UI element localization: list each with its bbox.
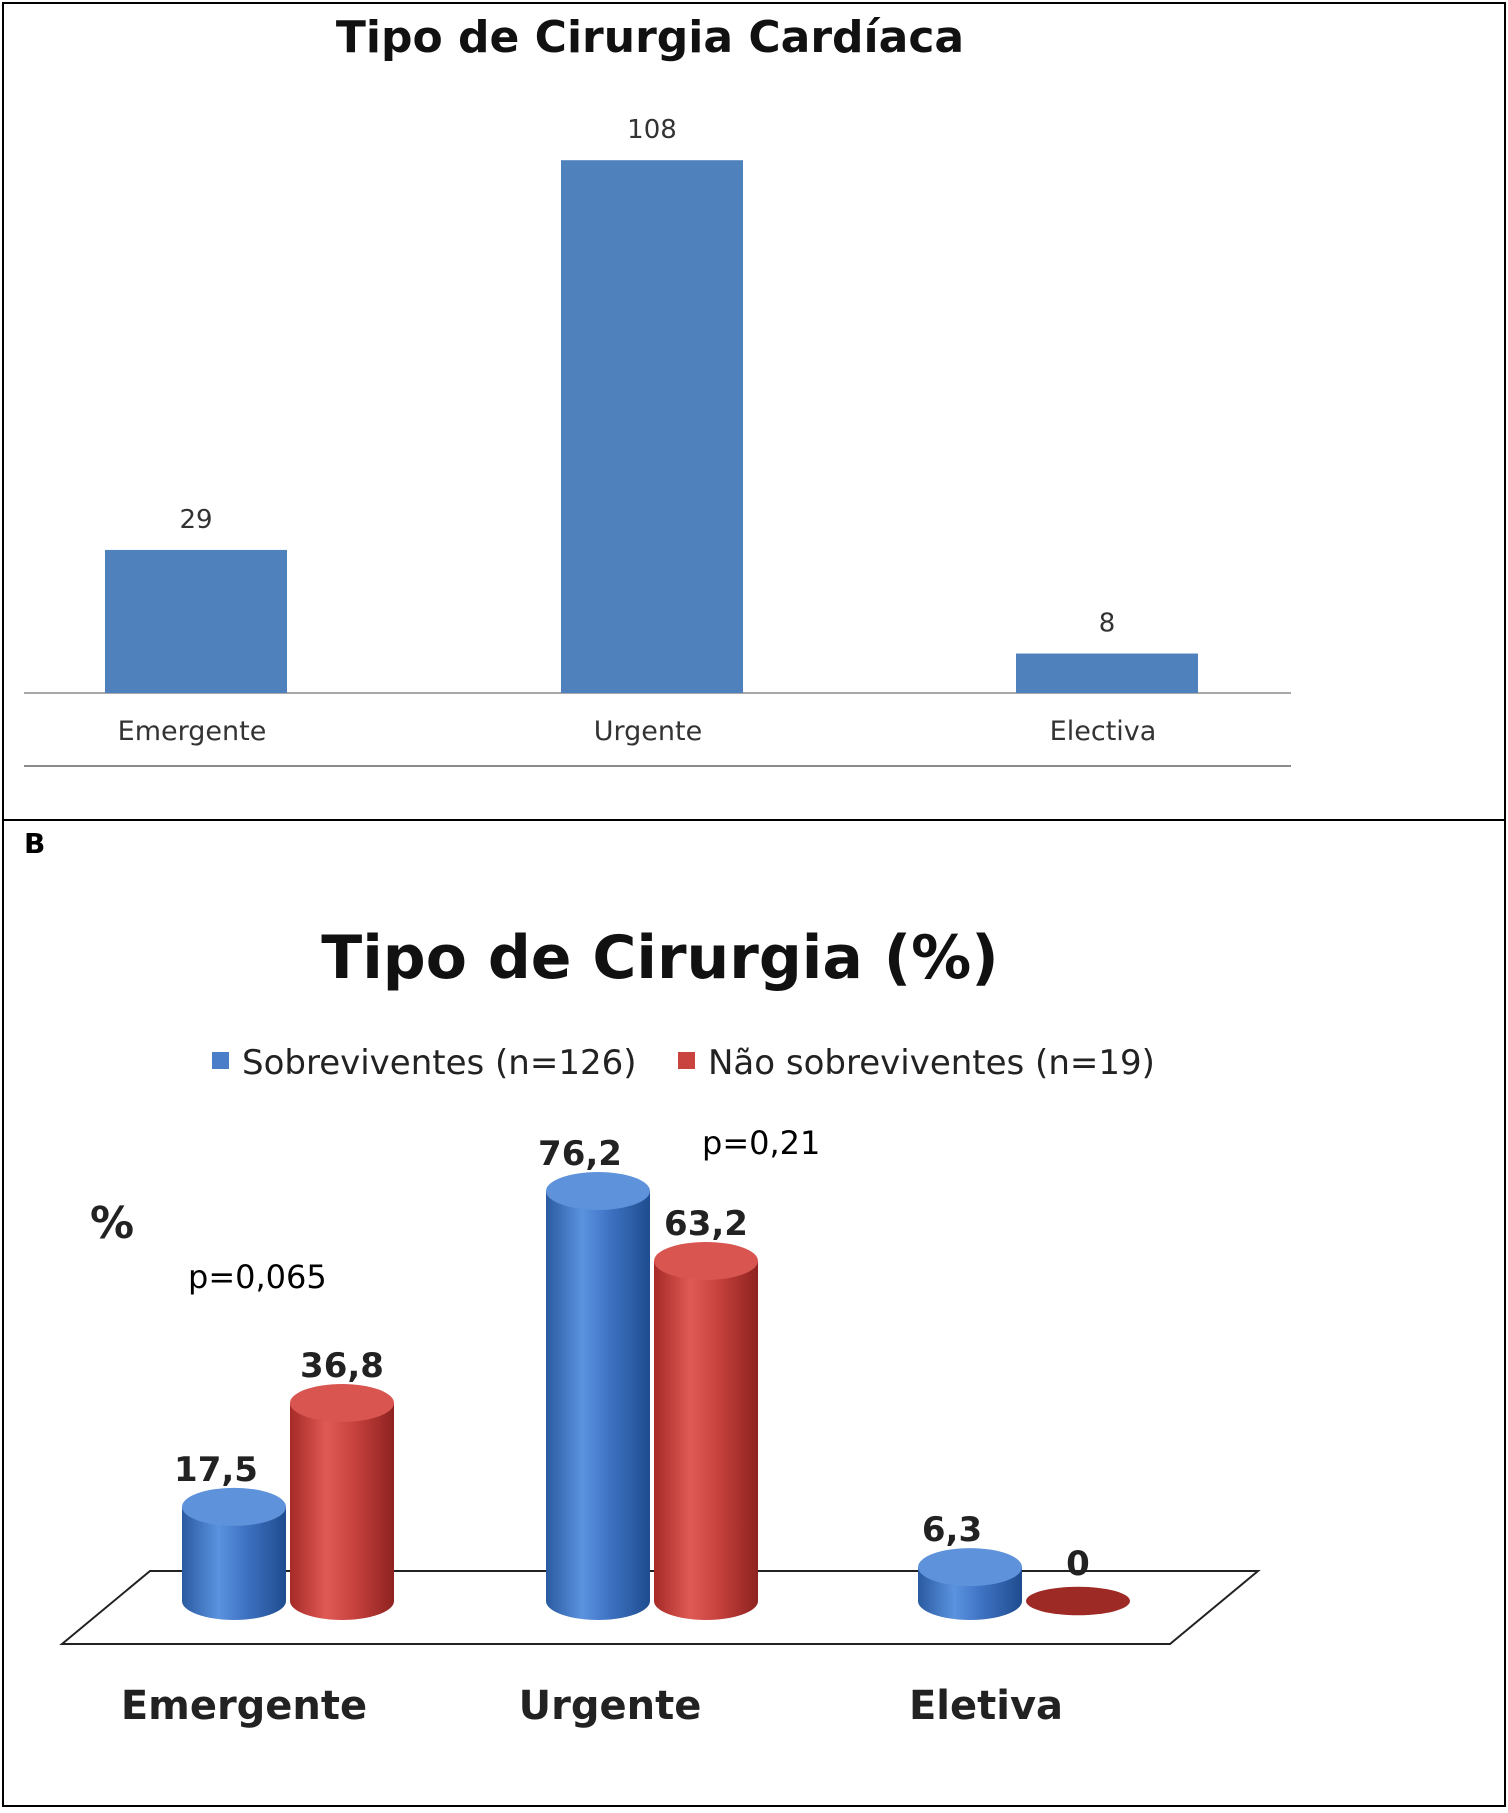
data-label-sobreviventes-emergente: 17,5 — [174, 1450, 258, 1490]
chart-b: B Tipo de Cirurgia (%) Sobreviventes (n=… — [24, 827, 1261, 1729]
bar-emergente — [105, 549, 287, 693]
legend-label-nao-sobreviventes: Não sobreviventes (n=19) — [708, 1043, 1155, 1083]
annotation-p-urgente: p=0,21 — [702, 1124, 820, 1162]
chart-b-category-labels: Emergente Urgente Eletiva — [121, 1683, 1063, 1729]
chart-a-bars: 29 Emergente 108 Urgente 8 Electiva — [105, 115, 1198, 747]
cylinder-top-sobreviventes-eletiva — [918, 1548, 1022, 1587]
cylinder-sobreviventes-emergente — [182, 1506, 286, 1620]
data-label-nao-sobreviventes-urgente: 63,2 — [664, 1204, 748, 1244]
chart-b-legend: Sobreviventes (n=126) Não sobreviventes … — [212, 1043, 1155, 1083]
category-label-electiva: Electiva — [1050, 716, 1157, 747]
data-label-electiva: 8 — [1099, 609, 1116, 639]
cylinder-top-sobreviventes-emergente — [182, 1487, 286, 1526]
data-label-emergente: 29 — [179, 505, 212, 535]
bar-electiva — [1016, 653, 1198, 693]
legend-swatch-sobreviventes — [212, 1052, 229, 1069]
category-label-urgente: Urgente — [519, 1683, 702, 1729]
panel-label-b: B — [24, 827, 45, 860]
cylinder-nao-sobreviventes-eletiva — [1026, 1586, 1130, 1616]
chart-b-title: Tipo de Cirurgia (%) — [321, 923, 998, 993]
cylinder-nao-sobreviventes-urgente — [654, 1260, 758, 1620]
chart-a: Tipo de Cirurgia Cardíaca 29 Emergente 108… — [24, 12, 1291, 767]
annotation-p-emergente: p=0,065 — [188, 1258, 327, 1296]
data-label-urgente: 108 — [627, 115, 677, 145]
cylinder-sobreviventes-urgente — [546, 1191, 650, 1620]
cylinder-top-sobreviventes-urgente — [546, 1172, 650, 1210]
data-label-nao-sobreviventes-eletiva: 0 — [1066, 1544, 1090, 1584]
chart-b-y-axis-label: % — [90, 1198, 134, 1249]
chart-a-title: Tipo de Cirurgia Cardíaca — [336, 12, 964, 63]
cylinder-nao-sobreviventes-emergente — [290, 1402, 394, 1620]
data-label-nao-sobreviventes-emergente: 36,8 — [300, 1346, 384, 1386]
bar-urgente — [561, 160, 743, 693]
category-label-urgente: Urgente — [594, 716, 702, 747]
data-label-sobreviventes-urgente: 76,2 — [538, 1134, 622, 1174]
legend-label-sobreviventes: Sobreviventes (n=126) — [242, 1043, 637, 1083]
category-label-emergente: Emergente — [118, 716, 267, 747]
category-label-emergente: Emergente — [121, 1683, 367, 1729]
cylinder-top-nao-sobreviventes-urgente — [654, 1241, 758, 1280]
data-label-sobreviventes-eletiva: 6,3 — [922, 1510, 982, 1550]
legend-swatch-nao-sobreviventes — [678, 1052, 695, 1069]
category-label-eletiva: Eletiva — [909, 1683, 1063, 1729]
cylinder-top-nao-sobreviventes-emergente — [290, 1383, 394, 1422]
chart-b-bars: 17,5 36,8 76,2 63,2 6,3 0 — [174, 1134, 1130, 1620]
